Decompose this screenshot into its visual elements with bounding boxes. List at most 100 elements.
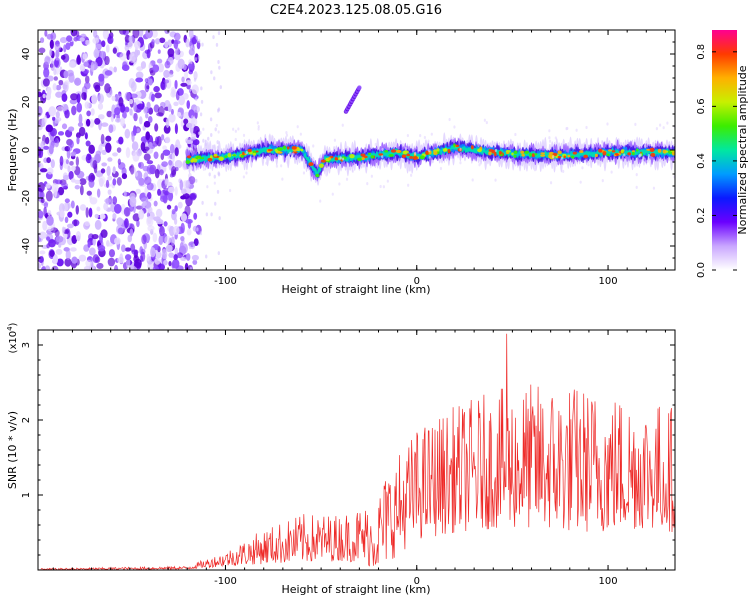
faint-speckle [245,171,248,175]
noise-blob [87,241,91,248]
signal-hotspot [349,153,355,159]
faint-speckle [281,177,284,181]
noise-blob [191,33,194,38]
noise-blob [61,103,69,111]
faint-speckle [280,164,283,168]
signal-hotspot [657,148,662,153]
noise-blob [140,61,147,69]
noise-blob [130,81,137,92]
noise-blob [67,211,73,218]
x-tick-label: 0 [414,576,420,587]
signal-band-cell [375,150,379,158]
noise-blob [202,138,205,143]
signal-hotspot [412,156,418,160]
noise-blob [168,159,173,166]
noise-blob [116,177,122,186]
noise-blob [108,124,114,134]
signal-band-cell [287,148,290,154]
faint-speckle [345,177,349,181]
faint-speckle [606,122,609,126]
noise-blob [125,147,131,159]
colorbar-label: Normalized spectral amplitude [736,65,749,234]
noise-blob [173,225,180,235]
faint-speckle [548,129,551,133]
noise-blob [100,229,108,238]
noise-blob [182,92,189,100]
noise-blob [154,258,161,265]
x-tick-label: 100 [599,276,618,287]
noise-blob [39,250,46,255]
noise-blob [66,148,71,159]
noise-blob [174,248,178,254]
noise-blob [133,40,141,49]
signal-hotspot [409,156,414,160]
noise-blob [53,68,57,76]
faint-speckle [190,166,194,170]
noise-blob [144,81,150,93]
noise-blob [185,218,193,224]
noise-blob [46,157,51,164]
signal-hotspot [583,154,589,159]
faint-speckle [600,140,604,144]
noise-blob [165,117,170,129]
faint-speckle [289,151,292,155]
signal-hotspot [255,150,259,153]
signal-hotspot [614,153,619,156]
noise-blob [38,106,43,117]
faint-speckle [659,123,662,127]
signal-hotspot [406,153,411,157]
noise-blob [51,116,56,121]
signal-band-cell [596,150,599,154]
noise-blob [129,164,135,175]
noise-blob [162,149,171,156]
noise-blob [173,39,179,50]
faint-speckle [202,167,205,172]
noise-blob [85,207,89,218]
noise-blob [84,132,88,140]
noise-blob [174,147,179,157]
noise-blob [101,149,107,155]
noise-blob [84,39,91,45]
noise-blob [107,257,116,267]
signal-hotspot [318,163,324,168]
noise-blob [94,84,101,93]
noise-blob [135,205,143,210]
noise-blob [179,242,184,251]
noise-blob [131,249,139,255]
noise-blob [46,236,51,241]
noise-blob [46,167,54,175]
noise-blob [63,174,70,181]
noise-blob [198,39,201,44]
noise-blob [112,152,118,157]
faint-speckle [643,144,647,148]
faint-speckle [306,148,310,152]
noise-blob [153,200,158,207]
signal-band-cell [483,148,486,153]
noise-blob [167,103,172,113]
noise-blob [146,101,151,109]
faint-speckle [575,128,578,132]
noise-blob [124,44,129,52]
noise-blob [200,86,203,91]
noise-blob [183,118,189,125]
signal-hotspot [328,157,331,161]
noise-blob [124,106,130,113]
noise-blob [162,145,167,151]
noise-blob [74,77,82,86]
noise-blob [135,71,144,80]
noise-blob [119,52,127,61]
noise-blob [116,147,122,153]
faint-speckle [566,126,569,131]
signal-hotspot [357,157,362,162]
signal-hotspot [570,155,574,159]
noise-blob [114,237,121,245]
signal-hotspot [320,159,327,163]
signal-band-cell [593,151,596,158]
signal-hotspot [563,155,566,159]
noise-blob [173,101,179,107]
noise-blob [174,205,178,212]
noise-blob [132,30,140,39]
noise-blob [87,174,92,182]
noise-blob [85,259,92,268]
colorbar-tick-label: 0.4 [696,153,707,169]
